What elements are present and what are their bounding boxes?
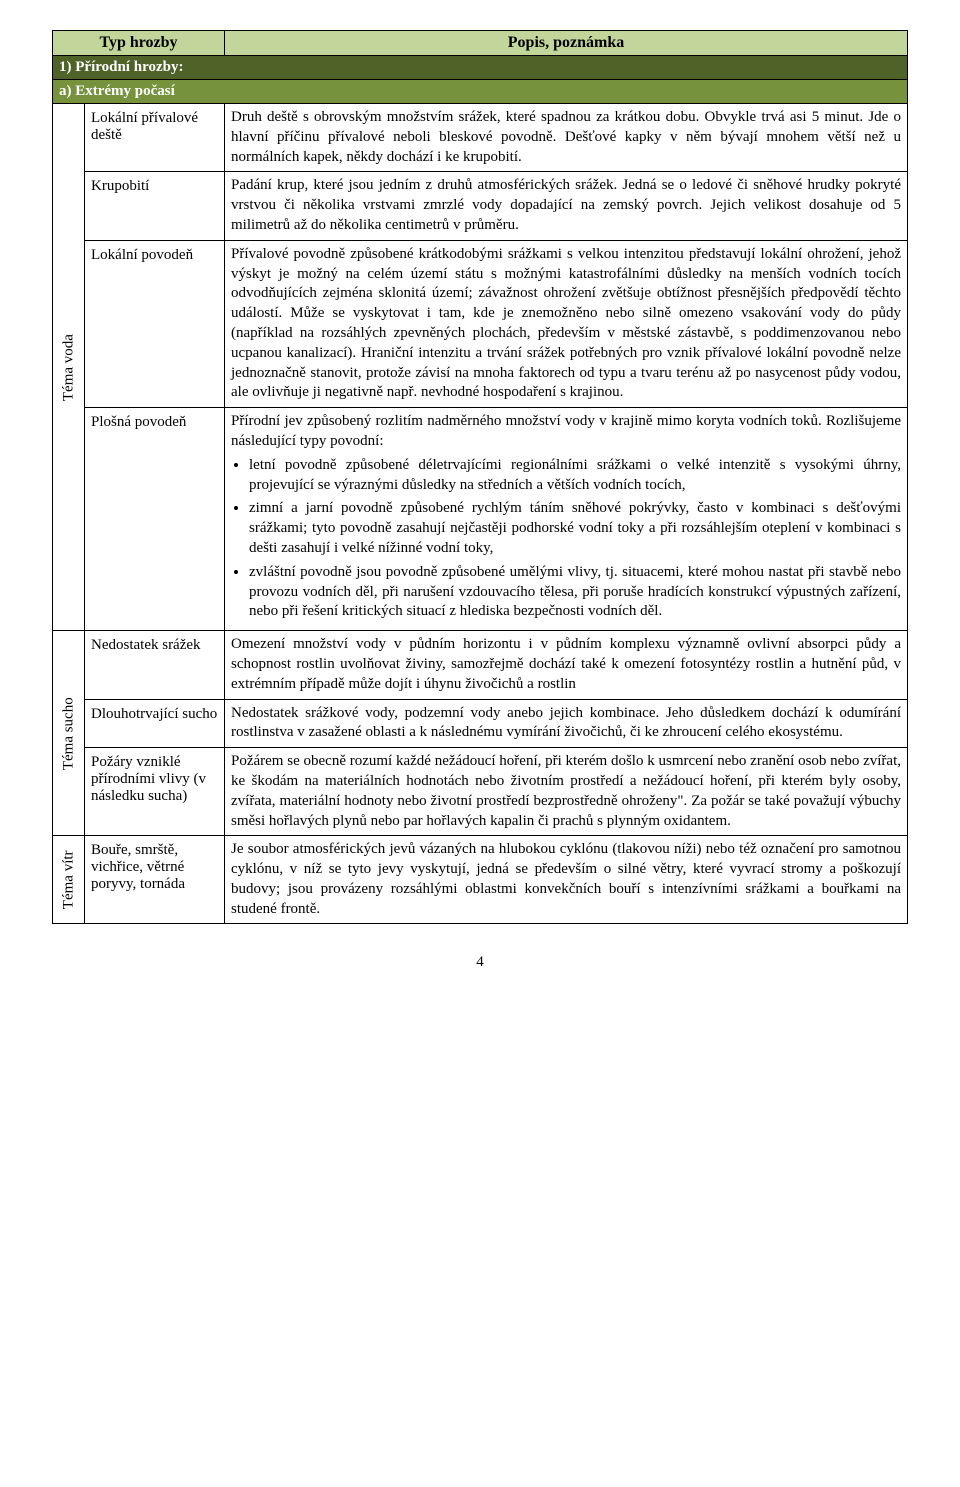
theme-voda-label: Téma voda [53, 104, 85, 631]
row-desc: Požárem se obecně rozumí každé nežádoucí… [225, 748, 908, 836]
table-row: Plošná povodeň Přírodní jev způsobený ro… [53, 408, 908, 631]
row-label: Lokální přívalové deště [85, 104, 225, 172]
row-label: Plošná povodeň [85, 408, 225, 631]
row-desc-intro: Přírodní jev způsobený rozlitím nadměrné… [231, 413, 901, 449]
table-row: Lokální povodeň Přívalové povodně způsob… [53, 240, 908, 407]
subsection-a-row: a) Extrémy počasí [53, 80, 908, 104]
list-item: zimní a jarní povodně způsobené rychlým … [249, 499, 901, 558]
header-col-desc: Popis, poznámka [225, 31, 908, 56]
table-row: Téma vítr Bouře, smrště, vichřice, větrn… [53, 836, 908, 924]
table-row: Téma sucho Nedostatek srážek Omezení mno… [53, 631, 908, 699]
row-label: Dlouhotrvající sucho [85, 699, 225, 748]
threats-table: Typ hrozby Popis, poznámka 1) Přírodní h… [52, 30, 908, 924]
theme-vitr-label: Téma vítr [53, 836, 85, 924]
table-row: Krupobití Padání krup, které jsou jedním… [53, 172, 908, 240]
header-col-type: Typ hrozby [53, 31, 225, 56]
row-desc: Druh deště s obrovským množstvím srážek,… [225, 104, 908, 172]
list-item: zvláštní povodně jsou povodně způsobené … [249, 563, 901, 622]
row-label: Lokální povodeň [85, 240, 225, 407]
section-1-label: 1) Přírodní hrozby: [53, 56, 908, 80]
list-item: letní povodně způsobené déletrvajícími r… [249, 456, 901, 496]
table-row: Požáry vzniklé přírodními vlivy (v násle… [53, 748, 908, 836]
theme-sucho-label: Téma sucho [53, 631, 85, 836]
row-desc: Je soubor atmosférických jevů vázaných n… [225, 836, 908, 924]
row-desc: Přírodní jev způsobený rozlitím nadměrné… [225, 408, 908, 631]
page-number: 4 [52, 954, 908, 971]
row-desc-list: letní povodně způsobené déletrvajícími r… [249, 456, 901, 622]
row-label: Nedostatek srážek [85, 631, 225, 699]
row-desc: Omezení množství vody v půdním horizontu… [225, 631, 908, 699]
row-desc: Nedostatek srážkové vody, podzemní vody … [225, 699, 908, 748]
table-row: Dlouhotrvající sucho Nedostatek srážkové… [53, 699, 908, 748]
row-desc: Přívalové povodně způsobené krátkodobými… [225, 240, 908, 407]
row-label: Bouře, smrště, vichřice, větrné poryvy, … [85, 836, 225, 924]
subsection-a-label: a) Extrémy počasí [53, 80, 908, 104]
row-label: Požáry vzniklé přírodními vlivy (v násle… [85, 748, 225, 836]
table-row: Téma voda Lokální přívalové deště Druh d… [53, 104, 908, 172]
row-desc: Padání krup, které jsou jedním z druhů a… [225, 172, 908, 240]
section-1-row: 1) Přírodní hrozby: [53, 56, 908, 80]
row-label: Krupobití [85, 172, 225, 240]
table-header-row: Typ hrozby Popis, poznámka [53, 31, 908, 56]
